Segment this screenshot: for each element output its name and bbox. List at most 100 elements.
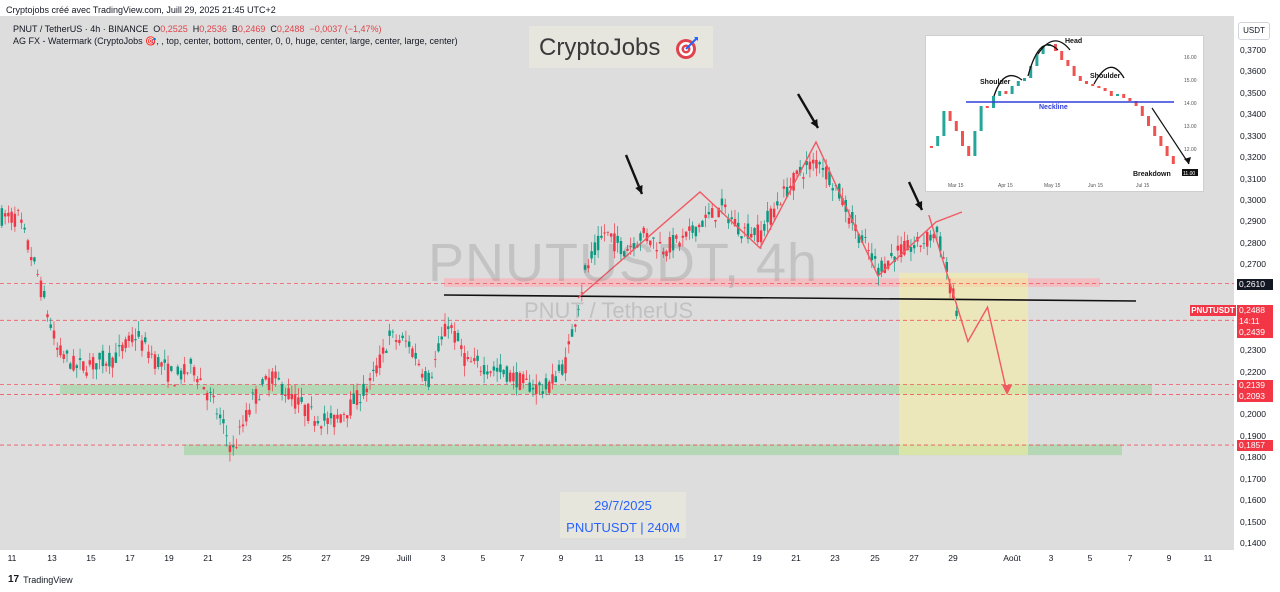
candle: [78, 348, 82, 370]
candle: [160, 361, 163, 375]
candle: [789, 177, 792, 196]
time-axis-tick: 17: [713, 553, 723, 563]
candle: [264, 374, 268, 381]
time-axis[interactable]: [0, 550, 1234, 568]
inset-candle: [1072, 66, 1076, 76]
candle: [557, 360, 561, 374]
price-axis-tick: 0,1400: [1240, 538, 1266, 548]
brand-banner: CryptoJobs: [529, 26, 713, 68]
time-axis-tick: 27: [909, 553, 919, 563]
inset-shoulder-right-label: Shoulder: [1090, 73, 1121, 80]
candle: [440, 326, 443, 346]
candle: [665, 249, 668, 262]
inset-candle: [948, 111, 952, 121]
chart-credit: Cryptojobs créé avec TradingView.com, Ju…: [6, 5, 276, 15]
candle: [723, 198, 727, 214]
annotation-arrow-icon: [796, 93, 820, 129]
candle: [714, 219, 717, 228]
time-axis-tick: 21: [203, 553, 213, 563]
change-value: −0,0037 (−1,47%): [309, 24, 382, 34]
inset-candle: [1109, 91, 1113, 96]
candle: [632, 236, 636, 257]
candle: [0, 205, 4, 229]
inset-candle: [1116, 94, 1119, 96]
price-axis-tick: 0,3200: [1240, 152, 1266, 163]
tradingview-logo-text: TradingView: [23, 574, 73, 585]
candle: [577, 305, 580, 317]
indicator-line[interactable]: AG FX - Watermark (CryptoJobs 🎯, , top, …: [13, 36, 458, 46]
candle: [394, 334, 398, 350]
candle: [587, 258, 590, 273]
candle: [46, 310, 49, 322]
candle: [678, 241, 681, 251]
candle: [225, 425, 228, 447]
candle: [469, 356, 473, 363]
candle: [864, 228, 867, 244]
candle: [779, 201, 782, 206]
candle: [450, 322, 453, 334]
candle: [447, 317, 450, 339]
candle: [359, 394, 362, 412]
inset-candle: [985, 106, 989, 108]
inset-candle: [1060, 51, 1064, 60]
candle: [300, 387, 303, 404]
candle: [372, 361, 375, 382]
candle: [398, 334, 401, 346]
currency-button[interactable]: USDT: [1238, 22, 1270, 40]
inset-candle: [1171, 156, 1175, 164]
inset-x-tick: May 15: [1044, 183, 1061, 189]
inset-candle: [930, 146, 933, 148]
candle: [170, 365, 173, 373]
candle: [378, 345, 382, 376]
candle: [3, 209, 7, 225]
candle: [10, 207, 13, 231]
candle: [453, 322, 456, 350]
candle: [59, 337, 62, 358]
candle: [75, 363, 79, 378]
inset-candle: [1128, 98, 1132, 101]
candle: [297, 388, 300, 414]
candle: [222, 409, 225, 434]
candle: [137, 321, 140, 339]
time-axis-tick: 19: [752, 553, 762, 563]
candle: [381, 339, 385, 363]
inset-candle: [973, 131, 977, 156]
candle: [495, 358, 499, 382]
candle: [69, 361, 72, 370]
candle: [818, 160, 821, 174]
candle: [407, 335, 411, 354]
time-axis-tick: 5: [480, 553, 486, 563]
time-axis-tick: Août: [1003, 553, 1021, 563]
candle: [29, 246, 33, 267]
candle: [443, 313, 447, 337]
candle: [218, 407, 222, 426]
price-axis-label: 0,2093: [1237, 391, 1273, 402]
candle: [332, 414, 336, 435]
inset-candle: [1140, 106, 1144, 116]
candle: [437, 335, 440, 353]
inset-candle: [1066, 60, 1070, 66]
time-axis-tick: 7: [1127, 553, 1133, 563]
inset-chart: Head Shoulder Shoulder Neckline Breakdow…: [926, 36, 1203, 191]
tradingview-logo[interactable]: 17 TradingView: [8, 574, 73, 585]
price-axis-label: 14:11: [1237, 316, 1273, 327]
candle: [316, 415, 320, 426]
candle: [111, 356, 114, 378]
close-label: C: [270, 24, 277, 34]
inset-last-price: 11.00: [1183, 171, 1195, 177]
candle: [922, 234, 926, 250]
candle: [479, 366, 483, 376]
candle: [189, 357, 193, 374]
candle: [668, 231, 672, 260]
time-axis-tick: 29: [360, 553, 370, 563]
candle: [899, 236, 903, 263]
candle: [776, 192, 779, 210]
price-axis-tick: 0,2700: [1240, 259, 1266, 270]
zone-support: [184, 444, 1122, 456]
price-axis-label: 0,1857: [1237, 440, 1273, 451]
candle: [815, 150, 818, 177]
time-axis-tick: 29: [948, 553, 958, 563]
candle: [544, 373, 548, 396]
candle: [482, 356, 486, 384]
candle: [932, 232, 935, 243]
